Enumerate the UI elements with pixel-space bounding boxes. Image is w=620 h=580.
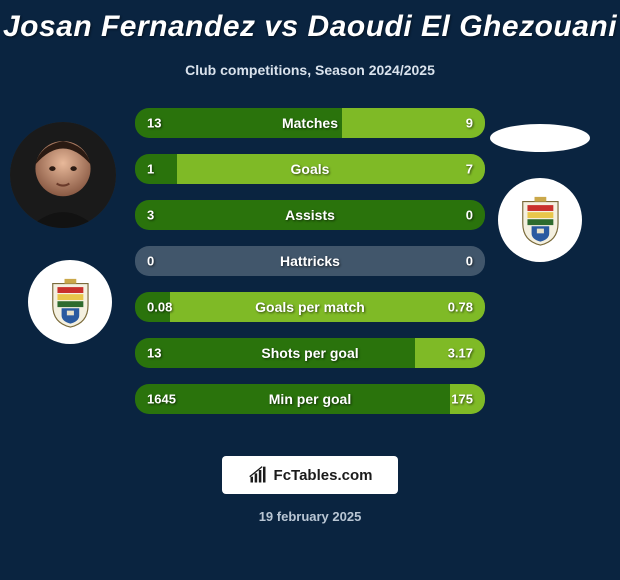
stat-value-left: 13 bbox=[147, 346, 161, 361]
stat-row: 1645 175 Min per goal bbox=[135, 384, 485, 414]
stat-value-left: 1645 bbox=[147, 392, 176, 407]
stat-value-right: 175 bbox=[451, 392, 473, 407]
stat-value-right: 9 bbox=[466, 116, 473, 131]
stat-row: 3 0 Assists bbox=[135, 200, 485, 230]
player-right-club-crest bbox=[498, 178, 582, 262]
stat-label: Matches bbox=[282, 115, 338, 131]
stat-value-left: 3 bbox=[147, 208, 154, 223]
date-text: 19 february 2025 bbox=[259, 509, 362, 524]
stat-row: 0.08 0.78 Goals per match bbox=[135, 292, 485, 322]
stat-label: Assists bbox=[285, 207, 335, 223]
stat-value-right: 0.78 bbox=[448, 300, 473, 315]
stat-value-left: 0 bbox=[147, 254, 154, 269]
stat-row: 0 0 Hattricks bbox=[135, 246, 485, 276]
stat-row: 1 7 Goals bbox=[135, 154, 485, 184]
stat-value-left: 0.08 bbox=[147, 300, 172, 315]
stat-value-right: 3.17 bbox=[448, 346, 473, 361]
player-left-club-crest bbox=[28, 260, 112, 344]
stat-value-right: 7 bbox=[466, 162, 473, 177]
stat-label: Goals bbox=[291, 161, 330, 177]
stat-row: 13 9 Matches bbox=[135, 108, 485, 138]
stat-bar-right bbox=[342, 108, 486, 138]
player-right-avatar-placeholder bbox=[490, 124, 590, 152]
stat-value-right: 0 bbox=[466, 208, 473, 223]
player-left-avatar bbox=[10, 122, 116, 228]
page-title: Josan Fernandez vs Daoudi El Ghezouani bbox=[0, 0, 620, 44]
stat-label: Shots per goal bbox=[261, 345, 358, 361]
brand-text: FcTables.com bbox=[274, 467, 373, 484]
stat-label: Hattricks bbox=[280, 253, 340, 269]
subtitle: Club competitions, Season 2024/2025 bbox=[0, 62, 620, 78]
stat-label: Min per goal bbox=[269, 391, 351, 407]
chart-icon bbox=[248, 465, 268, 485]
stat-bar-left bbox=[135, 154, 177, 184]
stat-row: 13 3.17 Shots per goal bbox=[135, 338, 485, 368]
stat-bar-right bbox=[177, 154, 485, 184]
brand-badge: FcTables.com bbox=[222, 456, 398, 494]
stat-value-left: 1 bbox=[147, 162, 154, 177]
stat-value-left: 13 bbox=[147, 116, 161, 131]
stat-label: Goals per match bbox=[255, 299, 365, 315]
stat-value-right: 0 bbox=[466, 254, 473, 269]
